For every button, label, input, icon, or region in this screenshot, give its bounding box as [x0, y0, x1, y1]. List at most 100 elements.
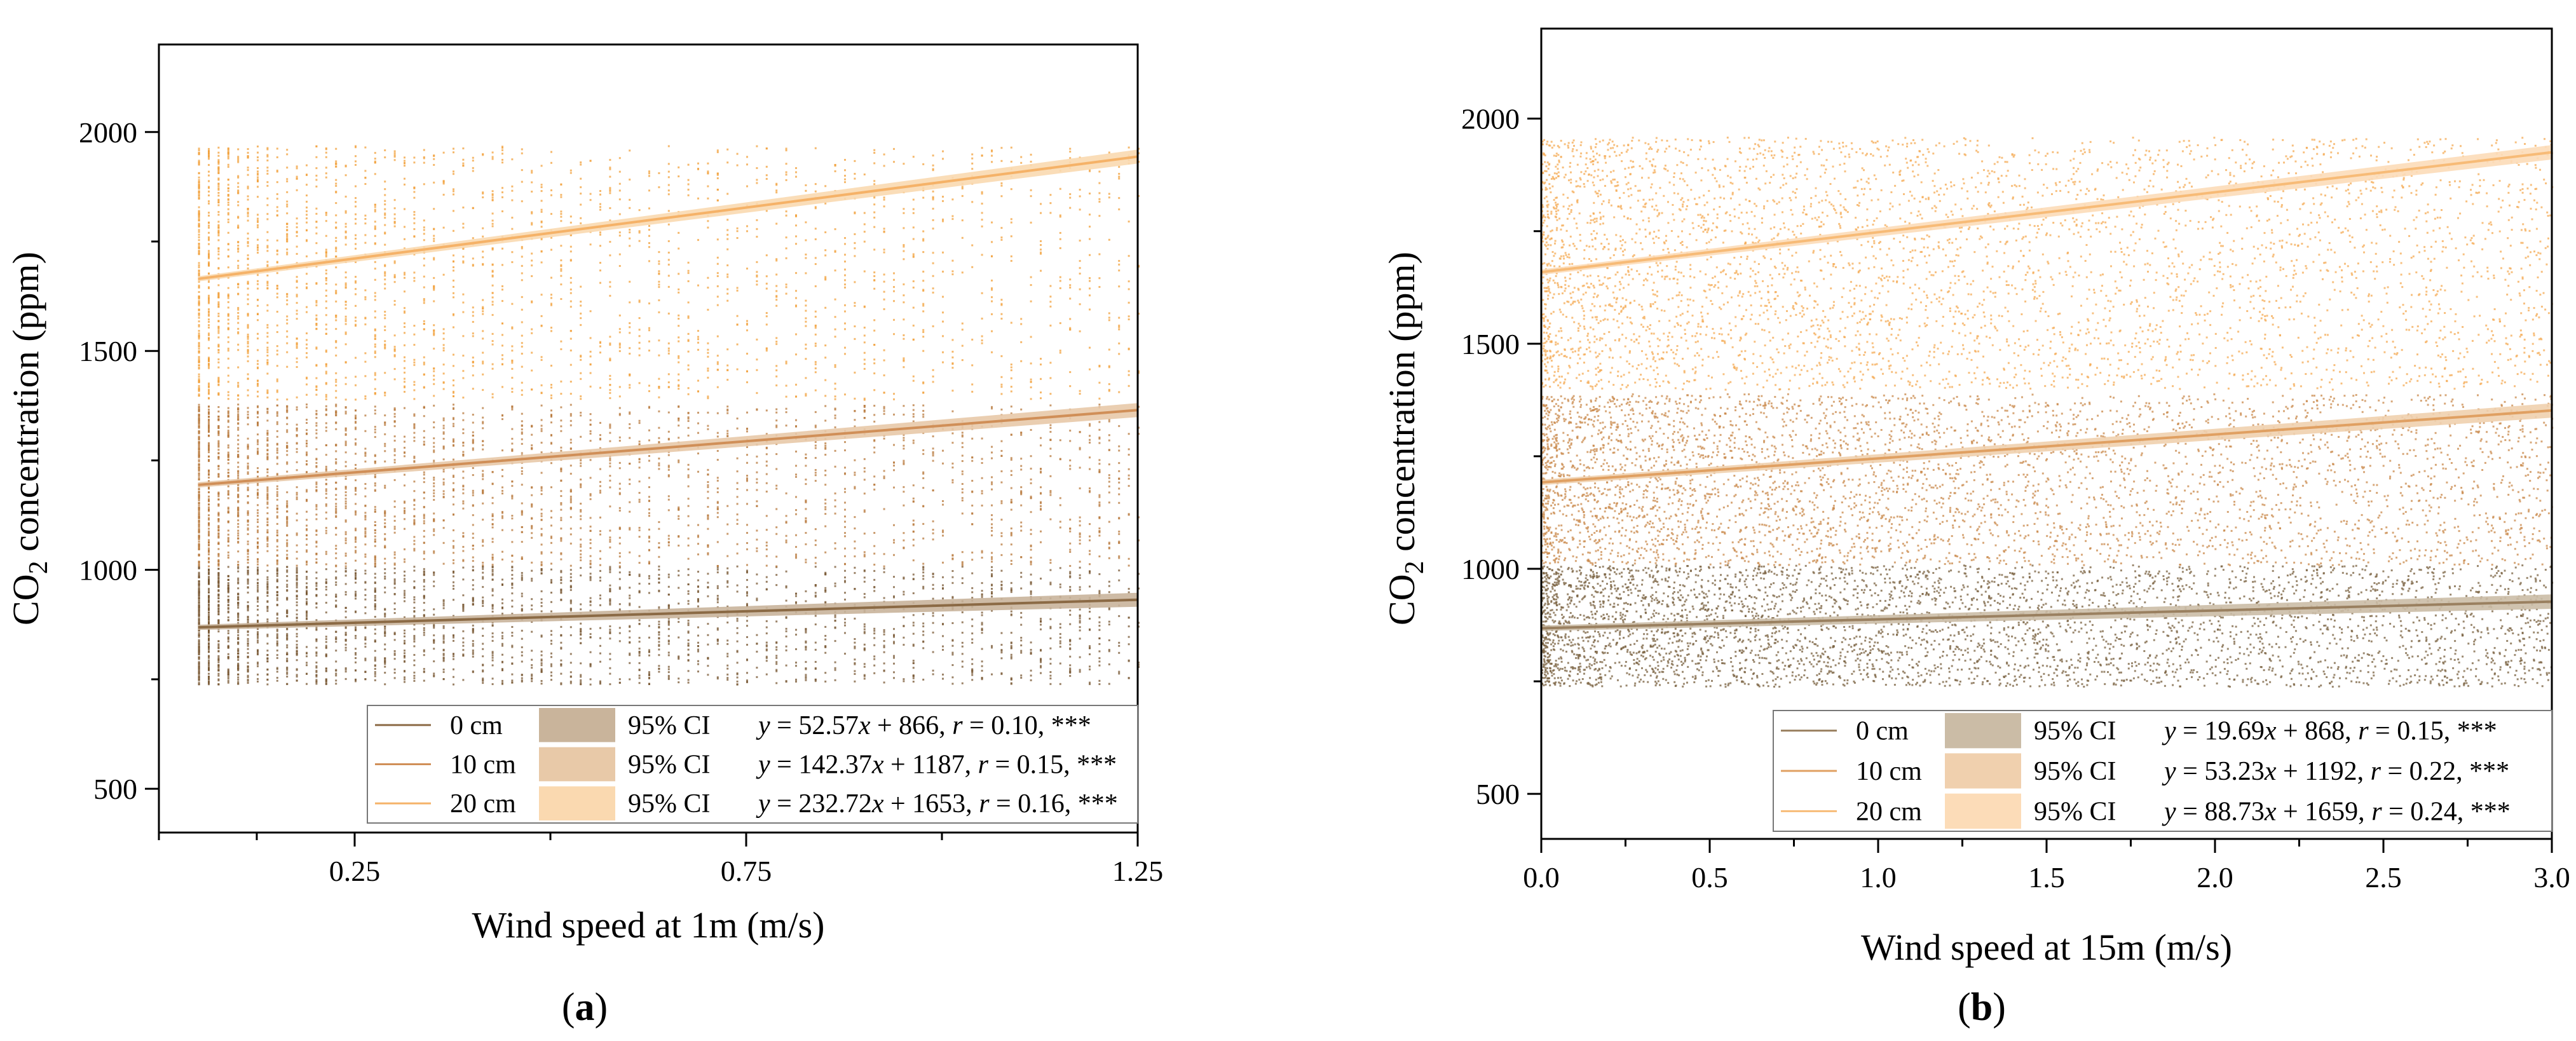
- data-point: [805, 646, 807, 649]
- data-point: [247, 637, 249, 640]
- data-point: [306, 519, 308, 521]
- data-point: [658, 631, 660, 634]
- data-point: [912, 578, 915, 580]
- data-point: [374, 576, 376, 579]
- data-point: [667, 411, 670, 414]
- data-point: [227, 670, 229, 673]
- data-point: [286, 569, 289, 571]
- data-point: [667, 651, 670, 654]
- data-point: [315, 410, 318, 412]
- data-point: [1030, 482, 1032, 484]
- data-point: [482, 635, 484, 637]
- data-point: [981, 550, 983, 552]
- data-point: [217, 622, 220, 625]
- data-point: [198, 409, 200, 411]
- data-point: [550, 562, 552, 565]
- data-point: [364, 636, 367, 639]
- data-point: [393, 582, 396, 584]
- data-point: [257, 489, 259, 491]
- data-point: [247, 465, 249, 467]
- data-point: [854, 487, 856, 490]
- data-point: [286, 409, 289, 411]
- data-point: [971, 591, 974, 594]
- data-point: [961, 432, 964, 434]
- data-point: [697, 534, 699, 537]
- data-point: [560, 646, 562, 649]
- data-point: [1079, 466, 1081, 469]
- data-point: [667, 466, 670, 468]
- data-point: [364, 612, 367, 615]
- data-point: [1010, 433, 1012, 436]
- data-point: [638, 443, 641, 446]
- data-point: [423, 506, 425, 508]
- data-point: [442, 670, 445, 673]
- data-point: [482, 448, 484, 451]
- data-point: [589, 538, 592, 541]
- data-point: [589, 526, 592, 528]
- data-point: [491, 558, 494, 561]
- data-point: [814, 411, 817, 413]
- data-point: [276, 508, 278, 510]
- data-point: [629, 510, 631, 513]
- data-point: [922, 630, 925, 633]
- data-point: [775, 408, 778, 411]
- data-point: [678, 545, 680, 547]
- data-point: [315, 594, 318, 596]
- data-point: [482, 682, 484, 684]
- data-point: [580, 486, 582, 489]
- data-point: [1040, 628, 1042, 630]
- data-point: [609, 625, 611, 627]
- data-point: [599, 557, 601, 560]
- data-point: [325, 483, 327, 486]
- data-point: [257, 589, 259, 591]
- data-point: [569, 542, 572, 545]
- data-point: [1098, 593, 1101, 595]
- data-point: [521, 484, 523, 486]
- data-point: [198, 646, 200, 649]
- data-point: [384, 575, 386, 578]
- data-point: [560, 468, 562, 471]
- data-point: [1098, 625, 1101, 627]
- data-point: [257, 677, 259, 680]
- data-point: [413, 636, 416, 639]
- data-point: [1020, 639, 1023, 642]
- data-point: [716, 643, 719, 645]
- data-point: [756, 550, 758, 552]
- data-point: [306, 451, 308, 454]
- data-point: [335, 570, 337, 573]
- data-point: [854, 555, 856, 557]
- data-point: [785, 599, 787, 602]
- data-point: [306, 406, 308, 409]
- data-point: [393, 668, 396, 670]
- data-point: [208, 591, 210, 594]
- data-point: [521, 660, 523, 663]
- data-point: [1118, 501, 1121, 504]
- data-point: [667, 674, 670, 677]
- data-point: [325, 532, 327, 534]
- data-point: [824, 638, 827, 641]
- data-point: [217, 564, 220, 567]
- data-point: [707, 497, 709, 500]
- data-point: [306, 646, 308, 648]
- data-point: [991, 609, 993, 612]
- data-point: [560, 659, 562, 662]
- data-point: [364, 451, 367, 454]
- data-point: [208, 605, 210, 608]
- data-point: [971, 638, 974, 641]
- data-point: [227, 520, 229, 523]
- data-point: [237, 616, 240, 619]
- data-point: [257, 587, 259, 589]
- data-point: [335, 469, 337, 472]
- data-point: [697, 634, 699, 637]
- data-point: [951, 576, 954, 578]
- data-point: [844, 581, 846, 583]
- data-point: [511, 584, 514, 586]
- data-point: [266, 411, 269, 412]
- data-point: [237, 615, 240, 617]
- data-point: [638, 536, 641, 538]
- data-point: [423, 415, 425, 418]
- data-point: [618, 571, 621, 574]
- data-point: [863, 623, 866, 625]
- data-point: [374, 597, 376, 599]
- data-point: [355, 529, 357, 531]
